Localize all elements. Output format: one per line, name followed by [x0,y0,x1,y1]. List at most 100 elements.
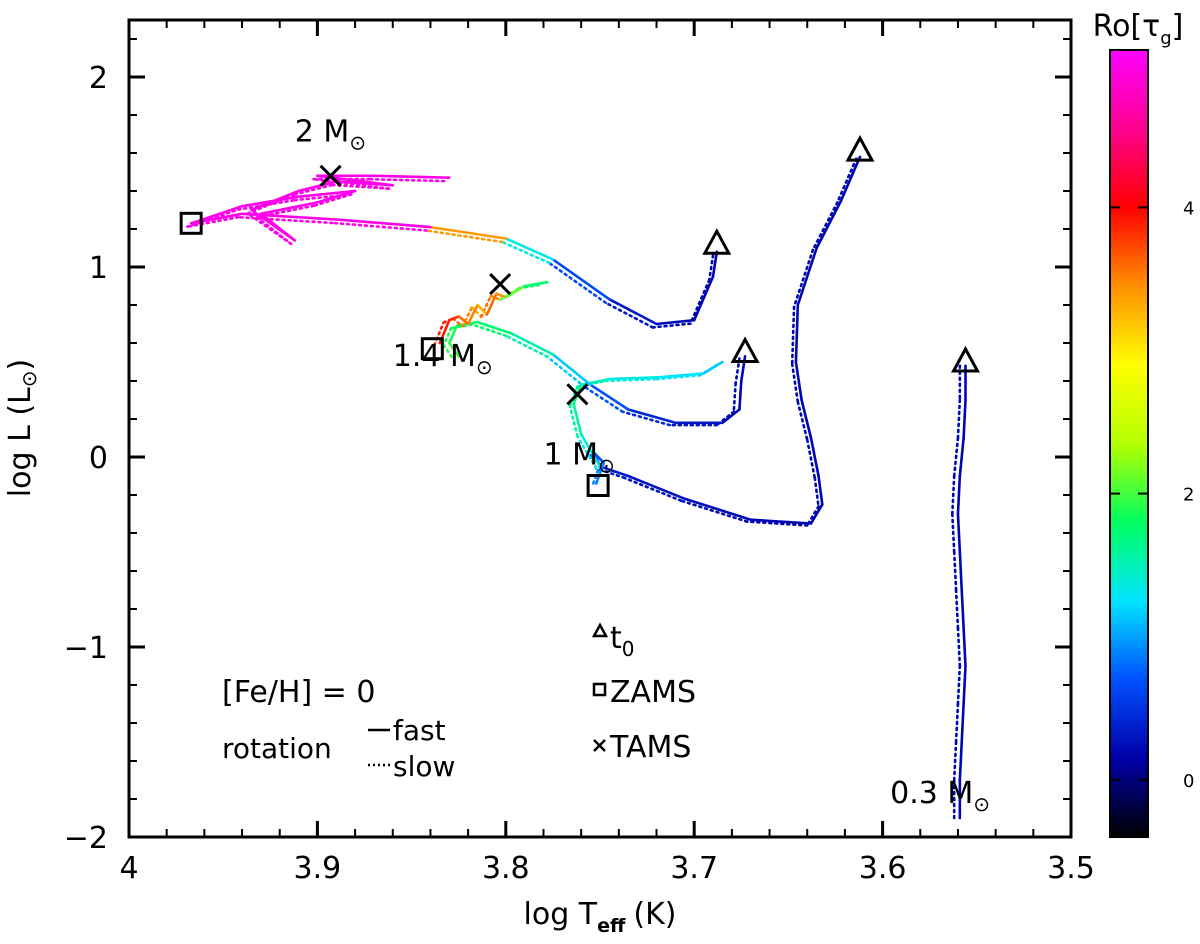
track-slow-1 [796,400,809,442]
track-tail-slow-2 [236,198,297,211]
track-slow-1_4 [442,326,453,347]
track-tail-fast-1 [608,375,662,381]
track-slow-0_3 [951,474,956,516]
series-label-1_4: 1.4 M⊙ [393,339,493,379]
track-tail-slow-1 [655,373,702,381]
track-fast-0_3 [956,474,962,516]
track-fast-2 [608,297,658,326]
legend-cross-icon [593,739,606,752]
track-slow-1_4 [442,343,455,360]
y-tick-label: 2 [89,61,108,96]
track-slow-1 [805,438,817,480]
track-slow-2 [425,229,504,244]
track-tail-slow-2 [255,204,315,219]
y-tick-label: 1 [89,251,108,286]
colorbar-gradient [1109,49,1149,838]
track-tail-fast-2 [189,204,244,225]
track-slow-0_3 [952,550,958,592]
legend-tams-label: TAMS [609,730,691,765]
track-fast-1 [809,503,824,525]
series-labels: 0.3 M⊙ 1 M⊙ 1.4 M⊙ 2 M⊙ [295,115,990,816]
track-tail-slow-1_4 [461,305,474,328]
track-fast-2 [551,258,611,301]
track-slow-1_4 [470,323,508,338]
rotation-text: rotation [222,732,332,765]
y-tick-label: −1 [64,631,108,666]
track-fast-1_4 [589,383,630,411]
track-fast-1_4 [476,320,513,335]
legend-square-icon [592,682,607,697]
track-tail-slow-1_4 [517,283,543,290]
y-tick-label: −2 [64,821,108,856]
zams-marker-2 [179,211,203,235]
track-tail-slow-2 [293,183,334,196]
colorbar-tick-label: 4 [1183,198,1194,219]
track-tail-fast-1_4 [457,315,470,326]
track-tail-fast-2 [259,201,319,216]
track-slow-0_3 [956,626,962,668]
track-fast-2 [711,250,719,278]
track-fast-2 [655,318,696,326]
track-slow-1 [745,520,809,527]
track-tail-slow-2 [312,193,353,208]
track-slow-0_3 [952,436,960,478]
t0-marker-2 [702,228,732,255]
fast-text: fast [393,714,446,747]
track-tail-fast-2 [297,189,357,198]
track-slow-1 [679,499,749,523]
axis-ticks: 4 3.9 3.8 3.7 3.6 3.5 2 1 0 −1 −2 [64,20,1095,886]
track-fast-1_4 [510,332,555,356]
track-tail-fast-2 [372,174,451,179]
slow-text: slow [393,750,455,783]
legend-zams-label: ZAMS [610,675,696,710]
series-label-2: 2 M⊙ [295,115,366,155]
track-slow-2 [689,278,711,325]
track-slow-1_4 [545,355,587,389]
track-slow-2 [186,215,240,229]
track-tail-fast-1_4 [485,292,498,316]
y-axis-label: log L (L⊙) [3,359,41,497]
track-slow-1_4 [734,357,741,385]
track-fast-0_3 [962,398,967,440]
x-tick-label: 4 [119,851,138,886]
track-slow-1_4 [449,323,474,330]
track-fast-0_3 [960,588,965,630]
track-tail-fast-2 [297,180,338,193]
track-fast-1_4 [721,408,741,425]
tracks-layer [186,155,967,820]
track-tail-fast-1 [572,402,583,436]
track-tail-fast-1 [658,372,705,379]
track-tail-slow-2 [246,212,293,246]
track-tail-fast-1_4 [495,292,508,299]
x-tick-label: 3.9 [294,851,342,886]
track-fast-1 [800,398,813,440]
series-label-1: 1 M⊙ [543,438,614,478]
x-tick-label: 3.5 [1047,851,1095,886]
t0-marker-0_3 [950,345,981,373]
track-fast-1 [749,518,813,525]
track-slow-1 [623,476,683,503]
track-fast-2 [504,237,555,261]
track-tail-slow-1 [576,434,598,470]
legend-triangle-icon [591,622,609,638]
colorbar-tick-label: 2 [1183,485,1194,506]
track-slow-1 [836,157,858,204]
tams-marker-1 [566,383,589,406]
series-label-0_3: 0.3 M⊙ [890,776,990,816]
track-fast-2 [429,225,508,240]
track-fast-1 [794,360,803,402]
track-slow-1_4 [504,334,549,358]
track-tail-fast-1 [702,360,724,375]
colorbar-label: Ro[τg] [1093,9,1184,49]
track-tail-fast-1_4 [504,284,526,299]
track-fast-1_4 [551,353,592,387]
x-axis-label: log Teff (K) [524,897,677,937]
track-slow-2 [500,240,551,265]
track-tail-slow-1 [568,404,579,438]
track-fast-1 [796,246,818,307]
track-fast-1_4 [447,324,459,345]
plot-frame [127,18,1073,839]
zams-marker-1 [586,474,610,497]
x-tick-label: 3.7 [670,851,718,886]
